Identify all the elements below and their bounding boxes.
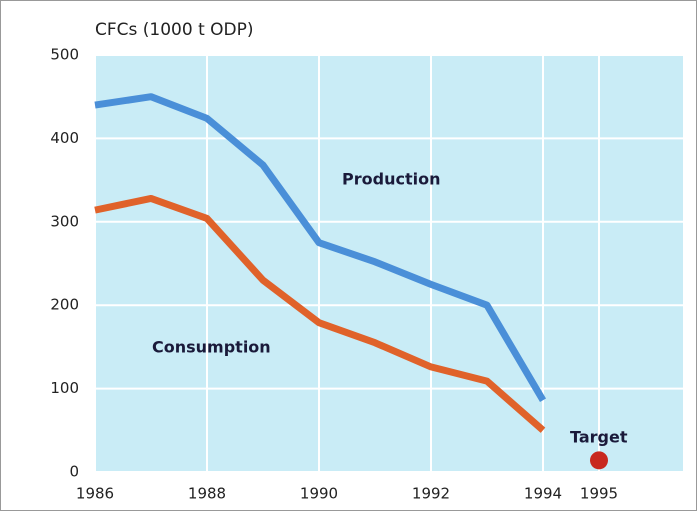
annotation: Production	[342, 170, 440, 189]
x-tick-label: 1988	[188, 485, 226, 503]
target-point	[590, 451, 608, 470]
x-tick-label: 1994	[524, 485, 562, 503]
line	[94, 93, 547, 403]
line	[94, 194, 546, 433]
x-tick-label: 1995	[580, 485, 618, 503]
y-tick-label: 400	[50, 129, 79, 147]
plot-area	[95, 55, 683, 472]
y-tick-label: 200	[50, 296, 79, 314]
y-tick-label: 0	[69, 463, 79, 481]
y-axis-label: CFCs (1000 t ODP)	[95, 20, 254, 40]
annotation: Target	[570, 428, 628, 447]
x-tick-label: 1992	[412, 485, 450, 503]
x-tick-label: 1986	[76, 485, 114, 503]
y-tick-label: 300	[50, 212, 79, 230]
annotation: Consumption	[152, 338, 271, 357]
y-tick-label: 100	[50, 379, 79, 397]
y-tick-label: 500	[50, 46, 79, 64]
x-tick-label: 1990	[300, 485, 338, 503]
